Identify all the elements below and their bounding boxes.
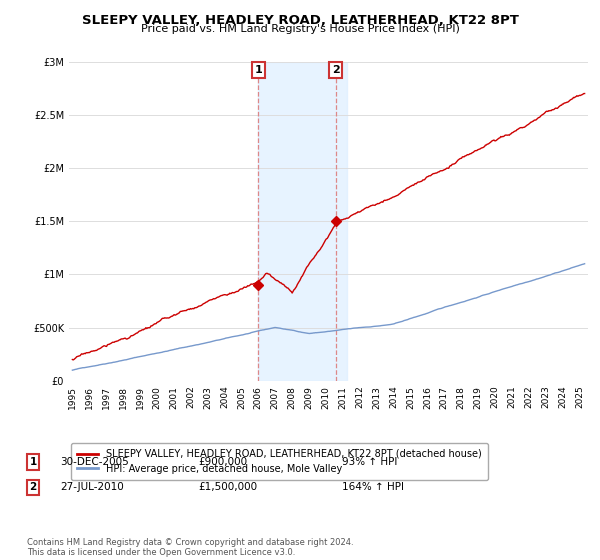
Text: 30-DEC-2005: 30-DEC-2005	[60, 457, 129, 467]
Legend: SLEEPY VALLEY, HEADLEY ROAD, LEATHERHEAD, KT22 8PT (detached house), HPI: Averag: SLEEPY VALLEY, HEADLEY ROAD, LEATHERHEAD…	[71, 443, 488, 480]
Text: £900,000: £900,000	[198, 457, 247, 467]
Text: 2: 2	[332, 65, 340, 75]
Text: 27-JUL-2010: 27-JUL-2010	[60, 482, 124, 492]
Text: 93% ↑ HPI: 93% ↑ HPI	[342, 457, 397, 467]
Text: 1: 1	[254, 65, 262, 75]
Bar	[259, 62, 347, 381]
Text: Contains HM Land Registry data © Crown copyright and database right 2024.
This d: Contains HM Land Registry data © Crown c…	[27, 538, 353, 557]
Text: Price paid vs. HM Land Registry's House Price Index (HPI): Price paid vs. HM Land Registry's House …	[140, 24, 460, 34]
Text: SLEEPY VALLEY, HEADLEY ROAD, LEATHERHEAD, KT22 8PT: SLEEPY VALLEY, HEADLEY ROAD, LEATHERHEAD…	[82, 14, 518, 27]
Text: 2: 2	[29, 482, 37, 492]
Text: £1,500,000: £1,500,000	[198, 482, 257, 492]
Text: 1: 1	[29, 457, 37, 467]
Text: 164% ↑ HPI: 164% ↑ HPI	[342, 482, 404, 492]
